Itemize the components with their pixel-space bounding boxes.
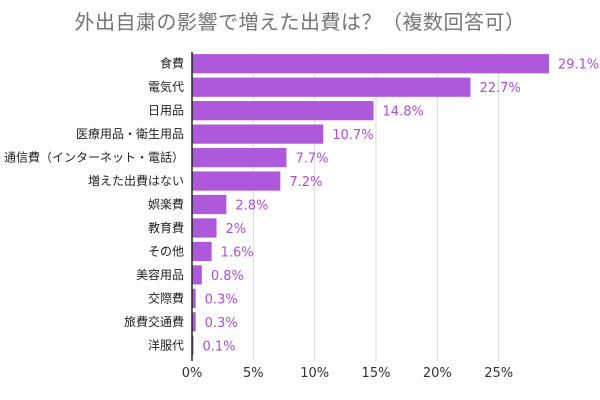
bars [192, 54, 549, 355]
bar [192, 194, 227, 215]
x-tick-label: 10% [300, 366, 329, 381]
category-label: 交際費 [148, 290, 184, 305]
data-label: 0.3% [205, 316, 238, 331]
data-label: 7.7% [295, 152, 328, 167]
category-label: 旅費交通費 [124, 314, 184, 329]
category-label: 通信費（インターネット・電話） [4, 150, 184, 165]
category-label: 医療用品・衛生用品 [76, 127, 184, 141]
x-tick-label: 20% [423, 366, 452, 381]
category-label: 教育費 [148, 220, 184, 235]
bar [192, 218, 217, 238]
category-label: 食費 [160, 56, 184, 71]
x-tick-label: 25% [484, 366, 513, 381]
category-label: 増えた出費はない [88, 173, 184, 188]
data-label: 14.8% [383, 105, 424, 120]
x-tick-label: 15% [362, 366, 391, 381]
category-label: 美容用品 [136, 267, 184, 282]
bar [192, 265, 202, 285]
data-label: 2.8% [235, 199, 268, 214]
category-label: 洋服代 [148, 337, 184, 352]
x-tick-label: 5% [243, 366, 264, 381]
bar [192, 171, 281, 191]
data-label: 7.2% [289, 175, 322, 190]
data-label: 22.7% [479, 81, 520, 96]
data-label: 0.8% [211, 269, 244, 284]
data-label: 2% [226, 222, 247, 237]
data-label: 29.1% [558, 58, 599, 73]
chart-title: 外出自粛の影響で増えた出費は？（複数回答可） [74, 10, 526, 34]
data-label: 10.7% [332, 128, 373, 143]
x-tick-label: 0% [182, 366, 203, 381]
data-label: 0.1% [203, 339, 236, 354]
bar [192, 54, 549, 74]
bar [192, 241, 212, 262]
category-label: 電気代 [148, 79, 184, 94]
bar [192, 77, 471, 97]
data-label: 0.3% [205, 292, 238, 307]
bar [192, 288, 196, 308]
labels: 0% 5% 10% 15% 20% 25% 食費 29.1% 電気代 22.7% 日用品 14.8% 医… [4, 56, 599, 381]
bar [192, 312, 196, 332]
bar [192, 124, 324, 144]
grid-lines [252, 52, 500, 361]
category-label: 日用品 [148, 104, 184, 118]
category-label: その他 [148, 244, 184, 258]
category-label: 娯楽費 [148, 197, 184, 212]
bar [192, 101, 374, 121]
bar [192, 147, 287, 168]
data-label: 1.6% [221, 245, 254, 260]
